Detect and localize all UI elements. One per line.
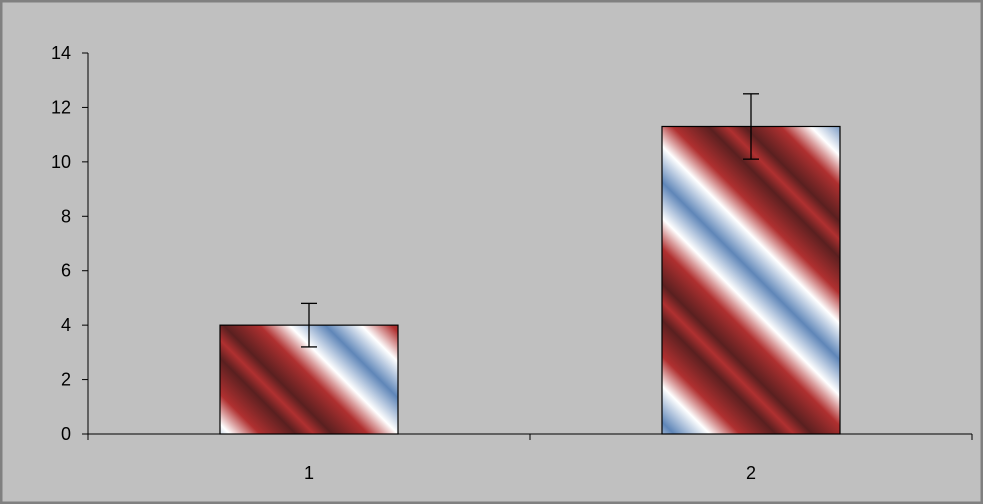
- y-tick-label: 2: [61, 370, 71, 390]
- y-tick-label: 4: [61, 315, 71, 335]
- y-tick-label: 8: [61, 206, 71, 226]
- y-tick-label: 0: [61, 424, 71, 444]
- y-tick-label: 6: [61, 261, 71, 281]
- y-tick-label: 14: [51, 43, 71, 63]
- bars: [219, 125, 841, 435]
- x-tick-label: 1: [304, 463, 314, 483]
- x-tick-label: 2: [746, 463, 756, 483]
- y-tick-label: 12: [51, 97, 71, 117]
- bar-2: [661, 125, 841, 435]
- y-tick-label: 10: [51, 152, 71, 172]
- error-bars: [301, 93, 759, 348]
